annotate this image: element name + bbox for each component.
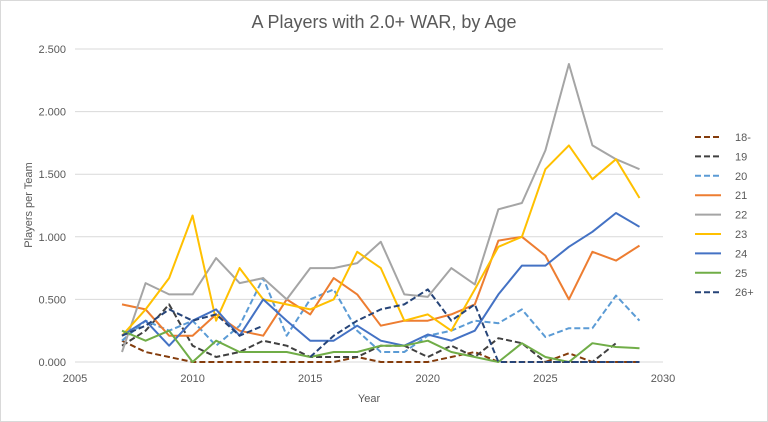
legend-label: 23 <box>735 229 747 241</box>
legend-label: 24 <box>735 248 747 260</box>
series-line-22 <box>121 63 640 353</box>
legend-label: 20 <box>735 171 747 183</box>
y-tick-label: 1.500 <box>38 169 66 181</box>
legend-label: 22 <box>735 210 747 222</box>
legend-label: 19 <box>735 151 747 163</box>
y-tick-label: 0.500 <box>38 294 66 306</box>
series-line-20 <box>121 277 641 353</box>
chart-title: A Players with 2.0+ WAR, by Age <box>252 12 517 32</box>
x-tick-label: 2030 <box>651 373 675 385</box>
y-axis-label: Players per Team <box>23 162 35 247</box>
x-axis-label: Year <box>358 393 381 405</box>
y-tick-label: 2.000 <box>38 107 66 119</box>
series-line-24 <box>121 212 641 347</box>
series-line-23 <box>121 144 641 337</box>
series-line-26 <box>121 288 640 363</box>
series-line-18 <box>121 339 640 363</box>
x-tick-label: 2010 <box>180 373 204 385</box>
x-tick-label: 2005 <box>63 373 87 385</box>
x-tick-label: 2020 <box>416 373 440 385</box>
x-tick-label: 2025 <box>533 373 557 385</box>
legend-label: 18- <box>735 132 751 144</box>
x-tick-label: 2015 <box>298 373 322 385</box>
legend: 18- 19 20 21 22 23 24 25 26+ <box>695 132 754 299</box>
y-axis-ticks: 0.000 0.500 1.000 1.500 2.000 2.500 <box>38 44 66 369</box>
series-line-19 <box>121 303 617 363</box>
series-line-21 <box>121 235 641 337</box>
legend-label: 25 <box>735 268 747 280</box>
y-tick-label: 2.500 <box>38 44 66 56</box>
series-lines <box>121 63 641 363</box>
gridlines <box>75 48 663 300</box>
y-tick-label: 1.000 <box>38 232 66 244</box>
x-axis-ticks: 2005 2010 2015 2020 2025 2030 <box>63 373 675 385</box>
y-tick-label: 0.000 <box>38 357 66 369</box>
legend-label: 21 <box>735 190 747 202</box>
legend-label: 26+ <box>735 287 754 299</box>
series-line-25 <box>121 329 640 363</box>
